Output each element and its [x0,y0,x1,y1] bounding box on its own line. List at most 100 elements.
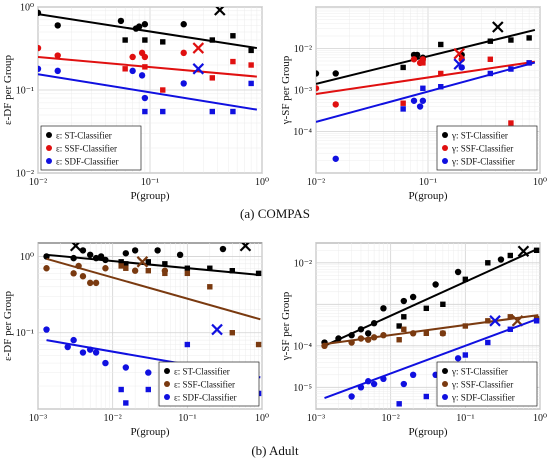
data-point [416,103,424,110]
x-tick-label: 10⁰ [533,413,547,424]
data-point [180,21,187,28]
series [324,315,540,407]
x-axis-label: P(group) [408,190,447,202]
y-tick-label: 10⁻³ [294,86,312,97]
legend-marker [164,394,170,400]
data-square [123,261,129,267]
series [321,245,540,347]
highlight-marker [511,315,524,327]
legend-marker [442,158,448,164]
data-point [129,53,136,61]
series [316,47,536,126]
data-marks [316,21,536,162]
data-square [420,60,426,66]
data-point [38,9,42,17]
data-point [102,359,109,367]
data-point [79,247,87,254]
data-point [145,369,152,376]
y-tick-label: 10⁻⁴ [293,127,312,138]
data-point [117,17,125,25]
y-axis-label: ε-DF per Group [2,291,14,361]
x-tick-label: 10⁰ [533,177,547,188]
data-square [160,87,166,93]
data-point [97,253,105,260]
x-tick-label: 10⁻² [307,177,325,188]
data-point [432,281,439,288]
y-tick-label: 10⁻¹ [16,328,34,339]
data-square [396,401,402,407]
x-tick-label: 10⁻³ [29,413,47,424]
legend-label: ε: SSF-Classifier [174,379,235,389]
highlight-marker [492,21,504,33]
data-square [209,37,216,43]
fit-line [46,257,261,321]
data-point [419,97,427,104]
data-square [229,268,235,274]
data-point [348,339,355,346]
fit-line [316,61,536,123]
series [321,314,540,350]
data-point [129,67,136,75]
data-point [409,330,417,337]
data-square [230,108,236,115]
data-square [209,75,216,81]
chart-adult-sf: 10⁻³ 10⁻² 10⁻¹ 10⁰ 10⁻⁵ 10⁻⁴ 10⁻² P(group) γ-SF … [280,242,547,438]
legend-label: ε: SSF-Classifier [56,143,117,153]
data-square [162,261,168,267]
legend-label: γ: SSF-Classifier [451,379,513,389]
data-square [229,330,235,336]
data-point [70,270,77,277]
data-square [145,386,151,393]
data-square [487,56,494,62]
data-square [118,263,124,269]
data-point [219,245,227,253]
data-square [184,270,191,277]
data-square [507,252,513,259]
data-square [440,301,446,308]
data-point [321,342,328,350]
data-point [38,65,42,73]
data-point [141,21,149,28]
data-point [454,268,462,276]
data-point [64,343,71,351]
data-point [410,97,418,104]
data-marks [321,245,540,407]
y-tick-label: 10⁰ [20,252,34,263]
data-point [122,364,130,371]
x-tick-label: 10⁻¹ [419,177,437,188]
data-square [248,47,254,54]
data-square [145,268,151,274]
data-point [79,273,87,280]
data-square [248,80,254,87]
data-square [507,314,513,320]
data-square [438,84,444,90]
legend-marker [442,368,448,374]
data-point [348,332,355,339]
y-axis-label: ε-DF per Group [2,55,14,125]
legend-marker [164,381,170,387]
data-point [335,335,342,342]
series [43,323,262,406]
data-point [75,262,82,270]
data-point [138,72,146,79]
highlight-marker [211,323,223,336]
data-square [526,35,532,41]
legend-marker [442,132,448,138]
data-square [485,339,491,346]
x-tick-label: 10⁻² [104,413,122,424]
legend: γ: ST-Classifier γ: SSF-Classifier γ: SDF-… [436,361,538,407]
y-axis-label: γ-SF per Group [280,55,292,125]
legend-marker [46,158,52,164]
highlight-marker [192,63,205,75]
data-point [141,94,149,102]
data-square [423,393,429,400]
legend-box [436,361,538,407]
legend-box [40,125,142,171]
data-square [255,341,262,348]
data-point [54,67,61,75]
highlight-marker [214,7,225,16]
data-point [454,355,462,362]
highlight-marker [136,256,149,268]
legend-marker [442,381,448,387]
